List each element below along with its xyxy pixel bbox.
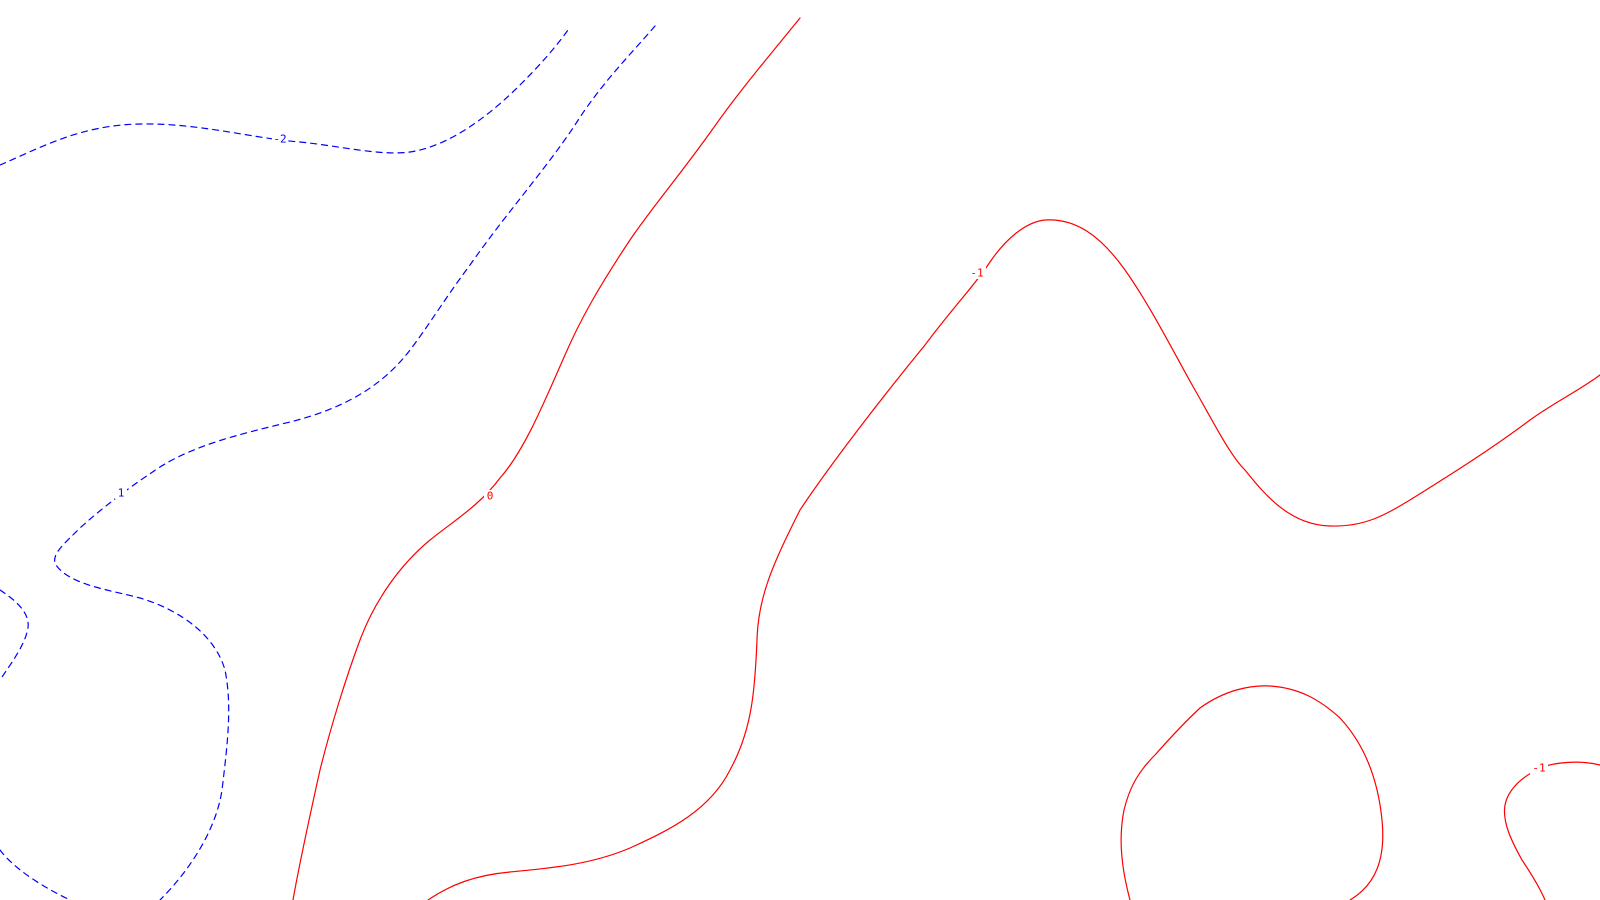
label-neg2-text: -2 [273,133,286,146]
contour-line-pos1-main [427,219,1600,900]
label-neg1-right: -1 [1530,762,1548,775]
contour-line-pos1-loop [1120,685,1384,900]
contour-line-neg2 [0,29,569,166]
label-neg1-right-text: -1 [1532,762,1545,775]
label-neg1-mid-text: -1 [970,267,983,280]
label-pos1-top-text: 1 [118,487,125,500]
label-pos1-top: 1 [115,487,127,500]
label-neg1-mid: -1 [968,267,986,280]
contour-line-zero [292,17,801,900]
contour-line-neg1 [54,25,656,900]
label-neg2: -2 [272,133,287,146]
label-zero: 0 [484,490,496,503]
contour-line-neg1-fragment [0,589,29,681]
contour-line-pos1-right [1503,761,1600,900]
contour-line-neg1-bottom [0,849,71,900]
label-zero-text: 0 [487,490,494,503]
